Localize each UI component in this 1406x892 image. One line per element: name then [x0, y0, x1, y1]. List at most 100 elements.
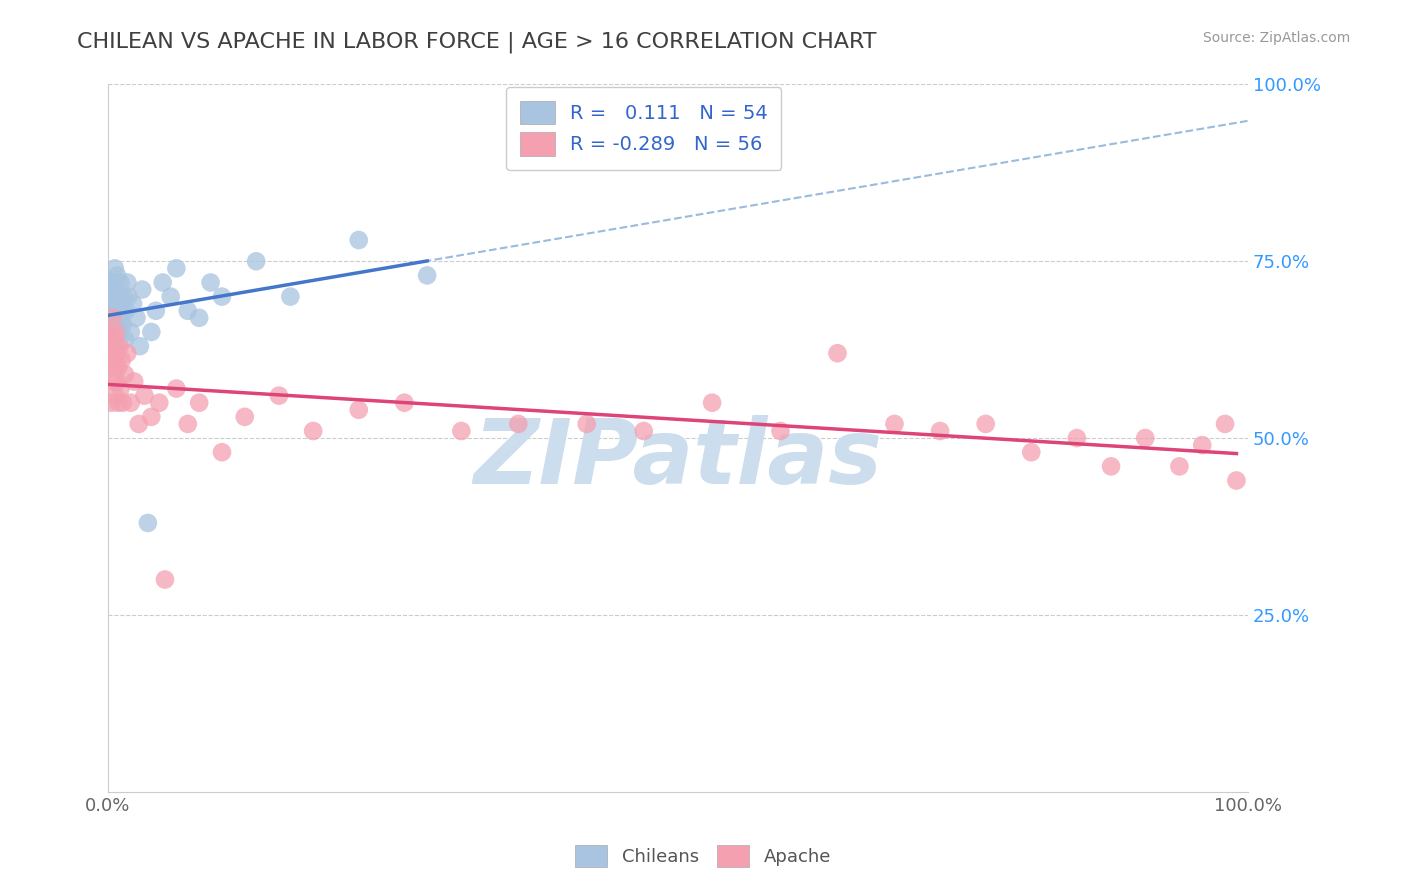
Point [1213, 417, 1236, 431]
Point [104, 332, 127, 346]
Point [101, 332, 124, 346]
Point [974, 417, 997, 431]
Point [450, 424, 472, 438]
Point [508, 417, 530, 431]
Point [267, 389, 290, 403]
Point [111, 395, 134, 409]
Point [188, 395, 211, 409]
Point [394, 395, 416, 409]
Point [105, 346, 128, 360]
Point [148, 395, 170, 409]
Point [108, 296, 131, 310]
Point [134, 389, 156, 403]
Point [929, 424, 952, 438]
Point [100, 325, 122, 339]
Point [159, 290, 181, 304]
Point [103, 375, 125, 389]
Point [104, 290, 127, 304]
Point [1225, 474, 1247, 488]
Point [110, 382, 132, 396]
Point [115, 303, 138, 318]
Point [165, 261, 187, 276]
Point [141, 409, 163, 424]
Point [98, 290, 121, 304]
Point [105, 303, 128, 318]
Point [1191, 438, 1213, 452]
Point [104, 310, 127, 325]
Point [1019, 445, 1042, 459]
Point [245, 254, 267, 268]
Text: ZIPatlas: ZIPatlas [474, 416, 883, 503]
Point [633, 424, 655, 438]
Point [769, 424, 792, 438]
Point [177, 417, 200, 431]
Point [114, 368, 136, 382]
Point [347, 233, 370, 247]
Point [112, 290, 135, 304]
Point [103, 325, 125, 339]
Point [104, 283, 127, 297]
Point [101, 310, 124, 325]
Point [145, 303, 167, 318]
Point [1099, 459, 1122, 474]
Point [302, 424, 325, 438]
Text: Source: ZipAtlas.com: Source: ZipAtlas.com [1202, 31, 1350, 45]
Point [117, 290, 139, 304]
Point [103, 296, 125, 310]
Point [101, 310, 124, 325]
Point [117, 276, 139, 290]
Point [141, 325, 163, 339]
Point [280, 290, 302, 304]
Point [107, 290, 129, 304]
Legend: R =   0.111   N = 54, R = -0.289   N = 56: R = 0.111 N = 54, R = -0.289 N = 56 [506, 87, 782, 169]
Point [120, 395, 142, 409]
Point [165, 382, 187, 396]
Point [188, 310, 211, 325]
Point [117, 346, 139, 360]
Point [1135, 431, 1157, 445]
Point [100, 276, 122, 290]
Point [100, 339, 122, 353]
Point [108, 339, 131, 353]
Point [347, 402, 370, 417]
Point [98, 310, 121, 325]
Point [100, 303, 122, 318]
Point [104, 261, 127, 276]
Point [103, 276, 125, 290]
Point [110, 310, 132, 325]
Point [827, 346, 849, 360]
Point [125, 310, 148, 325]
Point [103, 353, 125, 368]
Point [111, 303, 134, 318]
Point [153, 573, 176, 587]
Point [104, 318, 127, 332]
Point [110, 276, 132, 290]
Point [416, 268, 439, 283]
Point [104, 389, 127, 403]
Point [111, 318, 134, 332]
Text: CHILEAN VS APACHE IN LABOR FORCE | AGE > 16 CORRELATION CHART: CHILEAN VS APACHE IN LABOR FORCE | AGE >… [77, 31, 877, 53]
Point [122, 296, 145, 310]
Point [129, 339, 152, 353]
Point [152, 276, 174, 290]
Point [108, 325, 131, 339]
Point [128, 417, 150, 431]
Point [575, 417, 598, 431]
Point [111, 353, 134, 368]
Point [883, 417, 905, 431]
Point [211, 445, 233, 459]
Point [1066, 431, 1088, 445]
Point [136, 516, 159, 530]
Point [105, 375, 128, 389]
Point [107, 395, 129, 409]
Point [122, 375, 145, 389]
Point [104, 339, 127, 353]
Legend: Chileans, Apache: Chileans, Apache [568, 838, 838, 874]
Point [700, 395, 723, 409]
Point [211, 290, 233, 304]
Point [1168, 459, 1191, 474]
Point [107, 318, 129, 332]
Point [101, 346, 124, 360]
Point [131, 283, 153, 297]
Point [103, 303, 125, 318]
